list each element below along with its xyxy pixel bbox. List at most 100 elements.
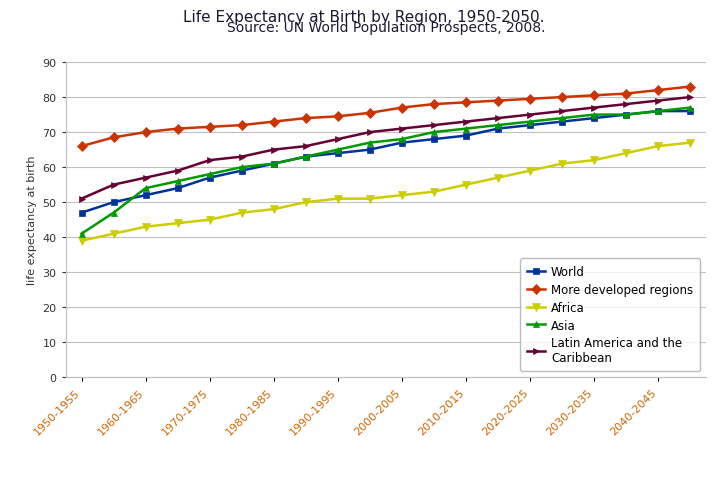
- Latin America and the
Caribbean: [333, 137, 342, 143]
- Latin America and the
Caribbean: [526, 112, 534, 118]
- Africa: [141, 224, 150, 230]
- Title: Source: UN World Population Prospects, 2008.: Source: UN World Population Prospects, 2…: [226, 21, 545, 35]
- Asia: [333, 148, 342, 153]
- Latin America and the
Caribbean: [141, 175, 150, 181]
- Y-axis label: life expectancy at birth: life expectancy at birth: [27, 155, 37, 285]
- Africa: [365, 197, 374, 202]
- World: [141, 193, 150, 198]
- More developed regions: [590, 93, 598, 99]
- Latin America and the
Caribbean: [462, 120, 470, 125]
- Asia: [686, 106, 695, 111]
- Asia: [109, 211, 118, 216]
- World: [397, 140, 406, 146]
- More developed regions: [301, 116, 310, 122]
- Africa: [430, 189, 438, 195]
- World: [77, 211, 86, 216]
- More developed regions: [333, 114, 342, 120]
- More developed regions: [558, 95, 566, 101]
- Asia: [494, 123, 502, 129]
- More developed regions: [397, 106, 406, 111]
- Africa: [462, 182, 470, 188]
- Latin America and the
Caribbean: [301, 144, 310, 150]
- World: [558, 120, 566, 125]
- World: [430, 137, 438, 143]
- Latin America and the
Caribbean: [622, 102, 630, 108]
- More developed regions: [205, 125, 214, 131]
- World: [590, 116, 598, 122]
- Latin America and the
Caribbean: [686, 95, 695, 101]
- World: [109, 200, 118, 206]
- Latin America and the
Caribbean: [654, 98, 662, 104]
- Africa: [590, 158, 598, 164]
- World: [237, 168, 246, 174]
- Asia: [77, 231, 86, 237]
- Asia: [173, 179, 182, 185]
- Asia: [526, 120, 534, 125]
- Africa: [494, 175, 502, 181]
- Africa: [397, 193, 406, 198]
- Africa: [558, 161, 566, 167]
- Latin America and the
Caribbean: [494, 116, 502, 122]
- Asia: [558, 116, 566, 122]
- World: [269, 161, 278, 167]
- Latin America and the
Caribbean: [109, 182, 118, 188]
- Africa: [301, 200, 310, 206]
- Asia: [269, 161, 278, 167]
- Latin America and the
Caribbean: [430, 123, 438, 129]
- Asia: [205, 172, 214, 178]
- Line: World: World: [79, 109, 693, 216]
- Asia: [301, 154, 310, 160]
- More developed regions: [622, 91, 630, 97]
- Latin America and the
Caribbean: [590, 106, 598, 111]
- Asia: [397, 137, 406, 143]
- Latin America and the
Caribbean: [237, 154, 246, 160]
- World: [173, 186, 182, 192]
- World: [622, 112, 630, 118]
- More developed regions: [654, 88, 662, 94]
- More developed regions: [109, 135, 118, 141]
- Africa: [333, 197, 342, 202]
- Africa: [77, 238, 86, 244]
- World: [526, 123, 534, 129]
- World: [494, 126, 502, 132]
- Asia: [462, 126, 470, 132]
- Latin America and the
Caribbean: [77, 197, 86, 202]
- More developed regions: [462, 100, 470, 106]
- World: [654, 109, 662, 115]
- More developed regions: [430, 102, 438, 108]
- Legend: World, More developed regions, Africa, Asia, Latin America and the
Caribbean: World, More developed regions, Africa, A…: [521, 259, 700, 372]
- Africa: [109, 231, 118, 237]
- World: [686, 109, 695, 115]
- World: [365, 148, 374, 153]
- Asia: [590, 112, 598, 118]
- Latin America and the
Caribbean: [269, 148, 278, 153]
- More developed regions: [77, 144, 86, 150]
- More developed regions: [269, 120, 278, 125]
- More developed regions: [686, 85, 695, 91]
- More developed regions: [141, 130, 150, 136]
- Africa: [173, 221, 182, 227]
- Latin America and the
Caribbean: [397, 126, 406, 132]
- Line: More developed regions: More developed regions: [78, 84, 694, 150]
- World: [301, 154, 310, 160]
- World: [333, 151, 342, 157]
- More developed regions: [365, 111, 374, 117]
- Latin America and the
Caribbean: [173, 168, 182, 174]
- Asia: [365, 140, 374, 146]
- Line: Africa: Africa: [77, 139, 695, 245]
- Africa: [654, 144, 662, 150]
- Africa: [237, 211, 246, 216]
- More developed regions: [494, 98, 502, 104]
- More developed regions: [237, 123, 246, 129]
- Latin America and the
Caribbean: [205, 158, 214, 164]
- More developed regions: [526, 97, 534, 103]
- Africa: [269, 207, 278, 212]
- World: [462, 134, 470, 139]
- Asia: [141, 186, 150, 192]
- Africa: [686, 140, 695, 146]
- More developed regions: [173, 126, 182, 132]
- Latin America and the
Caribbean: [365, 130, 374, 136]
- Line: Asia: Asia: [78, 105, 694, 238]
- Africa: [526, 168, 534, 174]
- Africa: [205, 217, 214, 223]
